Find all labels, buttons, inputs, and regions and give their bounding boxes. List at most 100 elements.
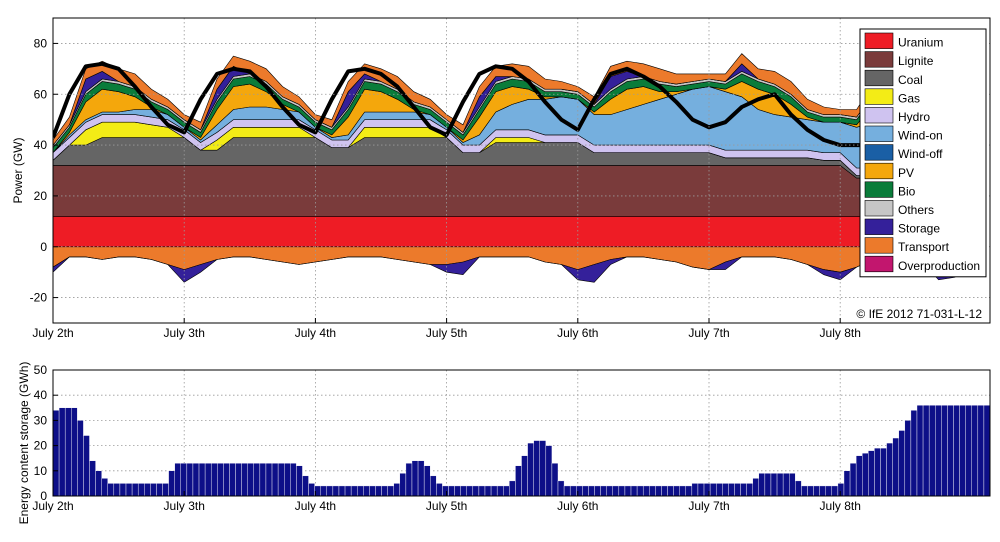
top-y-axis-title: Power (GW) xyxy=(11,137,25,203)
storage-bar xyxy=(77,420,84,497)
storage-bar xyxy=(271,463,279,497)
storage-bar xyxy=(709,483,717,497)
storage-bar xyxy=(868,450,875,497)
storage-bar xyxy=(722,483,729,497)
storage-bar xyxy=(125,483,133,497)
storage-bar xyxy=(259,463,267,497)
storage-bar xyxy=(630,485,638,497)
storage-bar xyxy=(606,485,613,497)
storage-bar xyxy=(965,405,972,497)
legend-swatch-storage xyxy=(864,218,894,235)
storage-bar xyxy=(290,463,297,497)
storage-bar xyxy=(971,405,979,497)
legend-swatch-pv xyxy=(864,162,894,180)
legend-label-uranium: Uranium xyxy=(898,36,943,50)
demand-line xyxy=(53,61,955,148)
storage-bar xyxy=(862,452,869,497)
storage-bar xyxy=(655,485,662,497)
storage-bar xyxy=(296,465,303,497)
storage-bar xyxy=(831,485,839,497)
storage-bar xyxy=(740,483,747,497)
storage-bar xyxy=(886,442,893,497)
storage-bar xyxy=(119,483,127,497)
bottom-xtick-label: July 6th xyxy=(557,499,598,513)
legend-label-bio: Bio xyxy=(898,184,916,198)
bottom-ytick-label: 10 xyxy=(34,464,48,478)
bottom-bars-group xyxy=(52,405,991,497)
storage-bar xyxy=(509,480,516,497)
top-ytick-label: 40 xyxy=(34,138,48,152)
storage-bar xyxy=(801,485,808,497)
storage-bar xyxy=(521,455,528,497)
storage-bar xyxy=(338,485,346,497)
storage-bar xyxy=(758,473,766,497)
storage-bar xyxy=(673,485,680,497)
storage-bar xyxy=(636,485,644,497)
storage-bar xyxy=(235,463,242,497)
storage-bar xyxy=(746,483,753,497)
storage-bar xyxy=(192,463,200,497)
storage-bar xyxy=(624,485,632,497)
storage-bar xyxy=(600,485,607,497)
storage-bar xyxy=(52,410,60,497)
storage-bar xyxy=(642,485,650,497)
storage-bar xyxy=(320,485,327,497)
storage-bar xyxy=(156,483,163,497)
storage-bar xyxy=(375,485,382,497)
storage-bar xyxy=(789,473,796,497)
storage-bar xyxy=(874,447,881,497)
storage-bar xyxy=(423,465,431,497)
storage-bar xyxy=(661,485,668,497)
storage-bar xyxy=(728,483,735,497)
storage-bar xyxy=(667,485,674,497)
storage-bar xyxy=(545,445,553,497)
storage-bar xyxy=(782,473,790,497)
legend-swatch-uranium xyxy=(864,32,894,49)
storage-bar xyxy=(764,473,772,497)
legend-swatch-coal xyxy=(864,69,894,87)
storage-bar xyxy=(210,463,218,497)
legend-swatch-lignite xyxy=(864,51,894,68)
storage-bar xyxy=(223,463,230,497)
storage-bar xyxy=(466,485,474,497)
storage-bar xyxy=(411,460,419,497)
area-uranium xyxy=(53,216,956,248)
top-xtick-label: July 8th xyxy=(820,326,861,340)
top-xtick-label: July 2th xyxy=(32,326,73,340)
storage-bar xyxy=(849,463,857,497)
legend-label-wind-on: Wind-on xyxy=(898,129,943,143)
legend-label-pv: PV xyxy=(898,166,914,180)
storage-bar xyxy=(569,485,577,497)
storage-bar xyxy=(880,447,887,497)
top-xtick-label: July 7th xyxy=(688,326,729,340)
storage-bar xyxy=(247,463,254,497)
storage-bar xyxy=(344,485,352,497)
storage-bar xyxy=(697,483,705,497)
storage-bar xyxy=(612,485,620,497)
storage-bar xyxy=(490,485,498,497)
legend-label-storage: Storage xyxy=(898,222,940,236)
storage-bar xyxy=(265,463,273,497)
storage-bar xyxy=(71,407,78,497)
storage-bar xyxy=(855,455,863,497)
storage-bar xyxy=(186,463,194,497)
storage-bar xyxy=(904,420,912,497)
storage-bar xyxy=(618,485,626,497)
storage-bar xyxy=(813,485,820,497)
bottom-xtick-label: July 2th xyxy=(32,499,73,513)
storage-bar xyxy=(168,470,175,497)
storage-bar xyxy=(843,470,851,497)
storage-bar xyxy=(649,485,656,497)
copyright-annotation: © IfE 2012 71-031-L-12 xyxy=(856,307,982,321)
storage-bar xyxy=(387,485,394,497)
storage-bar xyxy=(442,485,449,497)
storage-bar xyxy=(101,478,108,497)
storage-bar xyxy=(253,463,261,497)
bottom-xtick-label: July 8th xyxy=(820,499,861,513)
bottom-ytick-label: 40 xyxy=(34,388,48,402)
storage-bar xyxy=(898,430,906,497)
storage-bar xyxy=(95,470,102,497)
storage-bar xyxy=(350,485,358,497)
bottom-xtick-label: July 4th xyxy=(295,499,336,513)
